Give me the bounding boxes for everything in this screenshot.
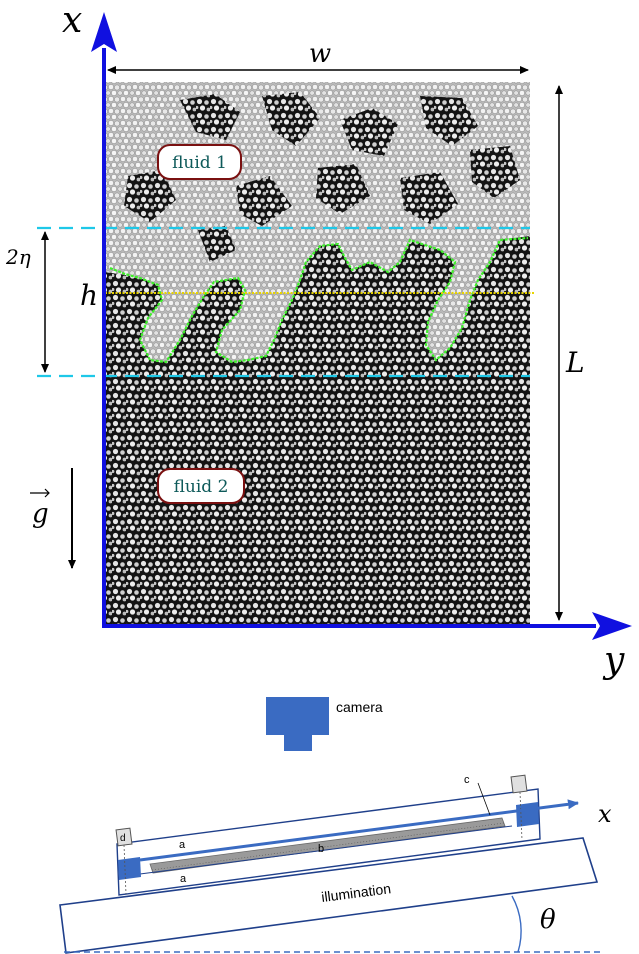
- length-label: L: [565, 346, 585, 379]
- axes: x y: [62, 0, 632, 681]
- camera-label: camera: [336, 699, 383, 715]
- x-axis-arrow-icon: [91, 12, 117, 52]
- tilt-angle-label: θ: [540, 905, 556, 935]
- particle-image: [37, 82, 535, 624]
- fluid-1-label: fluid 1: [172, 153, 227, 173]
- fluid-1-badge: fluid 1: [157, 144, 242, 180]
- y-axis-label: y: [602, 640, 625, 681]
- gravity-label: g: [32, 499, 49, 529]
- vector-arrow-icon: [30, 488, 50, 498]
- camera-icon: [266, 697, 329, 751]
- part-label-b: b: [318, 843, 324, 855]
- width-dimension: w: [107, 39, 529, 74]
- length-dimension: L: [555, 85, 585, 621]
- part-label-a-bottom: a: [180, 873, 187, 885]
- x-axis-label: x: [62, 0, 82, 41]
- interface-contour: [109, 236, 529, 364]
- part-label-d: d: [120, 833, 126, 844]
- mixing-zone-dimension: 2η: [5, 231, 49, 373]
- illumination-slab: [59, 837, 599, 954]
- gravity-vector: g: [30, 468, 76, 569]
- spacer-d-left: [115, 827, 133, 847]
- tilt-angle-arc: [511, 895, 522, 953]
- fluid-2-badge: fluid 2: [157, 468, 245, 504]
- part-label-a-top: a: [179, 839, 186, 851]
- y-axis-arrow-icon: [592, 612, 632, 640]
- interface-height-label: h: [80, 279, 98, 312]
- part-label-c: c: [464, 774, 470, 786]
- width-label: w: [309, 39, 331, 69]
- tilted-x-axis: [139, 799, 579, 862]
- fluid-2-label: fluid 2: [174, 477, 229, 497]
- mixing-zone-label: 2η: [5, 245, 31, 269]
- spacer-d-right: [510, 774, 528, 794]
- tilted-x-label: x: [598, 800, 612, 828]
- end-block-right: [516, 802, 539, 827]
- dark-pockets: [124, 92, 520, 262]
- apparatus: illumination x c a a b d θ: [59, 774, 612, 954]
- end-block-left: [118, 857, 141, 880]
